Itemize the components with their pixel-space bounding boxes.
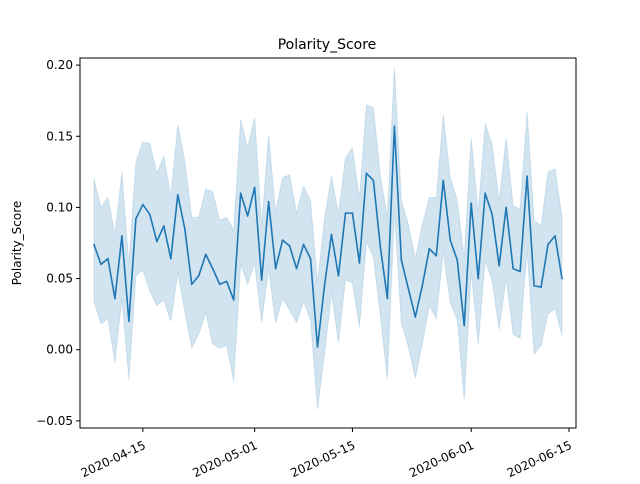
data-point — [428, 247, 431, 250]
data-point — [204, 253, 207, 256]
data-point — [190, 283, 193, 286]
data-point — [156, 240, 158, 243]
chart-title: Polarity_Score — [278, 37, 377, 53]
data-point — [484, 192, 486, 194]
data-point — [540, 286, 542, 288]
data-point — [547, 243, 549, 246]
data-point — [183, 227, 186, 230]
data-point — [456, 259, 459, 261]
data-point — [260, 279, 263, 281]
data-point — [470, 202, 473, 204]
data-point — [323, 284, 326, 287]
data-point — [177, 193, 179, 196]
data-point — [197, 274, 200, 277]
data-point — [337, 274, 340, 277]
x-tick-label: 2020-06-01 — [407, 438, 476, 480]
data-point — [170, 257, 172, 260]
y-tick-label: −0.05 — [36, 414, 73, 428]
data-point — [309, 257, 312, 260]
data-point — [407, 287, 410, 290]
data-point — [561, 277, 563, 280]
data-point — [253, 186, 256, 189]
y-tick-label: 0.00 — [46, 343, 73, 357]
data-point — [533, 284, 535, 287]
data-point — [100, 263, 102, 266]
data-point — [365, 172, 368, 175]
data-point — [267, 200, 270, 203]
data-point — [554, 235, 556, 237]
data-point — [302, 243, 305, 246]
x-tick-label: 2020-05-01 — [191, 438, 260, 480]
data-point — [225, 280, 228, 283]
confidence-band — [93, 66, 563, 410]
x-tick-label: 2020-04-15 — [79, 438, 148, 480]
data-point — [393, 125, 396, 128]
data-point — [477, 277, 480, 280]
data-point — [498, 264, 500, 267]
data-point — [163, 225, 165, 227]
data-point — [449, 239, 452, 241]
data-point — [274, 267, 277, 270]
data-point — [414, 316, 417, 318]
data-point — [379, 246, 382, 249]
data-point — [288, 245, 291, 247]
data-point — [142, 203, 144, 206]
data-point — [526, 175, 528, 177]
data-point — [107, 257, 109, 260]
y-tick-label: 0.10 — [46, 200, 73, 214]
data-point — [519, 270, 521, 273]
data-point — [128, 320, 130, 323]
y-tick-label: 0.20 — [46, 58, 73, 72]
data-point — [330, 233, 333, 236]
data-point — [400, 259, 403, 261]
data-point — [512, 267, 514, 270]
data-point — [421, 284, 424, 287]
y-tick-label: 0.05 — [46, 272, 73, 286]
data-point — [114, 297, 116, 300]
plot-frame — [79, 57, 577, 429]
y-tick-label: 0.15 — [46, 129, 73, 143]
data-point — [351, 212, 354, 214]
data-point — [218, 283, 221, 286]
data-point — [372, 179, 375, 182]
data-point — [435, 255, 438, 257]
data-point — [232, 299, 235, 301]
series-line — [93, 125, 563, 348]
data-point — [93, 243, 95, 246]
data-point — [344, 212, 347, 214]
y-axis-label: Polarity_Score — [10, 201, 24, 286]
x-tick-label: 2020-05-15 — [288, 438, 357, 480]
data-point — [463, 324, 466, 327]
data-point — [358, 262, 361, 264]
data-point — [246, 215, 249, 217]
data-point — [281, 239, 284, 241]
data-point — [121, 235, 123, 237]
data-point — [505, 206, 507, 209]
data-point — [149, 213, 151, 216]
x-tick-label: 2020-06-15 — [505, 438, 574, 480]
data-point — [135, 218, 137, 220]
data-point — [442, 179, 445, 182]
data-point — [239, 192, 242, 194]
data-point — [386, 297, 389, 300]
data-point — [211, 267, 214, 270]
data-point — [316, 346, 319, 348]
data-point — [295, 267, 298, 270]
data-point — [491, 213, 493, 216]
